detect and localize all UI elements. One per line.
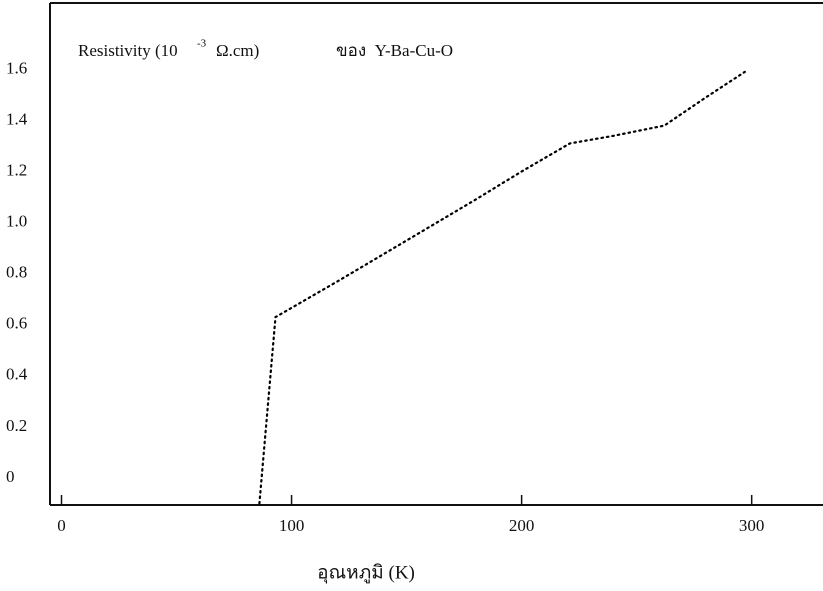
annotation-unit: Ω.cm) xyxy=(216,41,259,60)
x-axis-label: อุณหภูมิ (K) xyxy=(317,562,415,584)
y-tick-label: 1.4 xyxy=(6,109,28,128)
annotation-superscript: -3 xyxy=(197,38,207,50)
y-tick-label: 1.0 xyxy=(6,211,27,230)
x-tick-label: 100 xyxy=(279,516,305,535)
y-tick-label: 0.8 xyxy=(6,263,27,282)
annotation-suffix: ของ Y-Ba-Cu-O xyxy=(336,41,453,60)
y-tick-label: 1.6 xyxy=(6,58,27,77)
data-line xyxy=(258,70,746,505)
y-tick-label: 0.6 xyxy=(6,314,27,333)
x-tick-label: 200 xyxy=(509,516,535,535)
x-tick-label: 0 xyxy=(57,516,66,535)
annotation: Resistivity (10 xyxy=(78,41,178,60)
x-tick-label: 300 xyxy=(739,516,765,535)
y-tick-label: 0.2 xyxy=(6,416,27,435)
y-tick-label: 0.4 xyxy=(6,365,28,384)
y-tick-label: 1.2 xyxy=(6,160,27,179)
y-tick-label: 0 xyxy=(6,467,15,486)
